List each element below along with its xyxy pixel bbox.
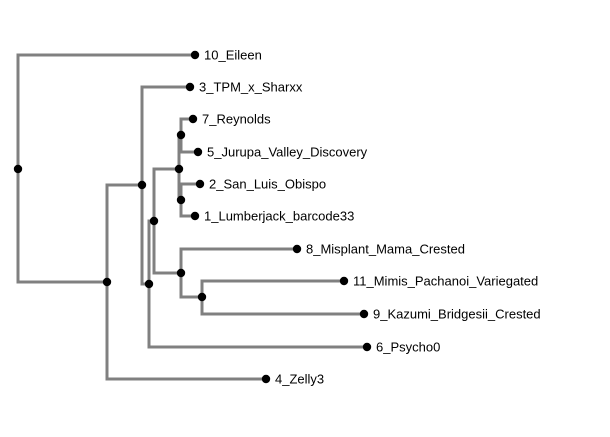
tip-node-t7 <box>188 114 198 124</box>
internal-node-nB1 <box>176 130 186 140</box>
tip-label-t1: 1_Lumberjack_barcode33 <box>204 209 354 224</box>
tip-label-t3: 3_TPM_x_Sharxx <box>199 80 303 95</box>
internal-node-nB <box>174 164 184 174</box>
branch-n6a-t6 <box>147 284 367 349</box>
tip-node-t1 <box>190 211 200 221</box>
internal-node-nD <box>197 292 207 302</box>
branch-root-t10 <box>16 53 195 169</box>
internal-node-nA <box>149 216 159 226</box>
branch-nC-nD <box>179 273 202 299</box>
branch-nB1-t5 <box>179 135 198 154</box>
tip-node-t11 <box>339 276 349 286</box>
tip-label-t2: 2_San_Luis_Obispo <box>209 177 326 192</box>
internal-node-nB2 <box>176 195 186 205</box>
internal-node-n3a <box>137 180 147 190</box>
tip-label-t9: 9_Kazumi_Bridgesii_Crested <box>373 307 541 322</box>
branch-n4a-t4 <box>105 282 266 381</box>
tree-branches <box>16 53 367 381</box>
tip-node-t2 <box>195 179 205 189</box>
tip-node-t8 <box>292 244 302 254</box>
tip-label-t11: 11_Mimis_Pachanoi_Variegated <box>353 274 538 289</box>
tip-node-t4 <box>261 374 271 384</box>
branch-n4a-n3a <box>105 183 142 282</box>
tip-labels: 10_Eileen 3_TPM_x_Sharxx 7_Reynolds 5_Jurup… <box>199 48 541 387</box>
branch-nD-t9 <box>200 297 364 316</box>
tip-label-t5: 5_Jurupa_Valley_Discovery <box>207 145 368 160</box>
tip-node-t3 <box>185 82 195 92</box>
internal-node-n4a <box>102 277 112 287</box>
tree-nodes <box>13 50 372 384</box>
tip-node-t9 <box>359 309 369 319</box>
tip-label-t8: 8_Misplant_Mama_Crested <box>306 242 465 257</box>
branch-nB2-t2 <box>179 182 200 200</box>
tip-label-t10: 10_Eileen <box>204 48 262 63</box>
branch-n3a-t3 <box>140 85 190 185</box>
branch-nC-t8 <box>179 247 297 273</box>
tip-node-t10 <box>190 50 200 60</box>
tip-label-t4: 4_Zelly3 <box>275 372 324 387</box>
branch-nB2-t1 <box>179 200 195 218</box>
tip-label-t6: 6_Psycho0 <box>376 340 440 355</box>
branch-nA-nC <box>152 221 181 275</box>
branch-root-n4a <box>16 169 107 284</box>
tip-label-t7: 7_Reynolds <box>202 112 271 127</box>
branch-nA-nB <box>152 167 179 221</box>
branch-nD-t11 <box>200 279 344 297</box>
tip-node-t5 <box>193 147 203 157</box>
internal-node-root <box>13 164 23 174</box>
internal-node-nC <box>176 268 186 278</box>
tip-node-t6 <box>362 342 372 352</box>
internal-node-n6a <box>144 279 154 289</box>
